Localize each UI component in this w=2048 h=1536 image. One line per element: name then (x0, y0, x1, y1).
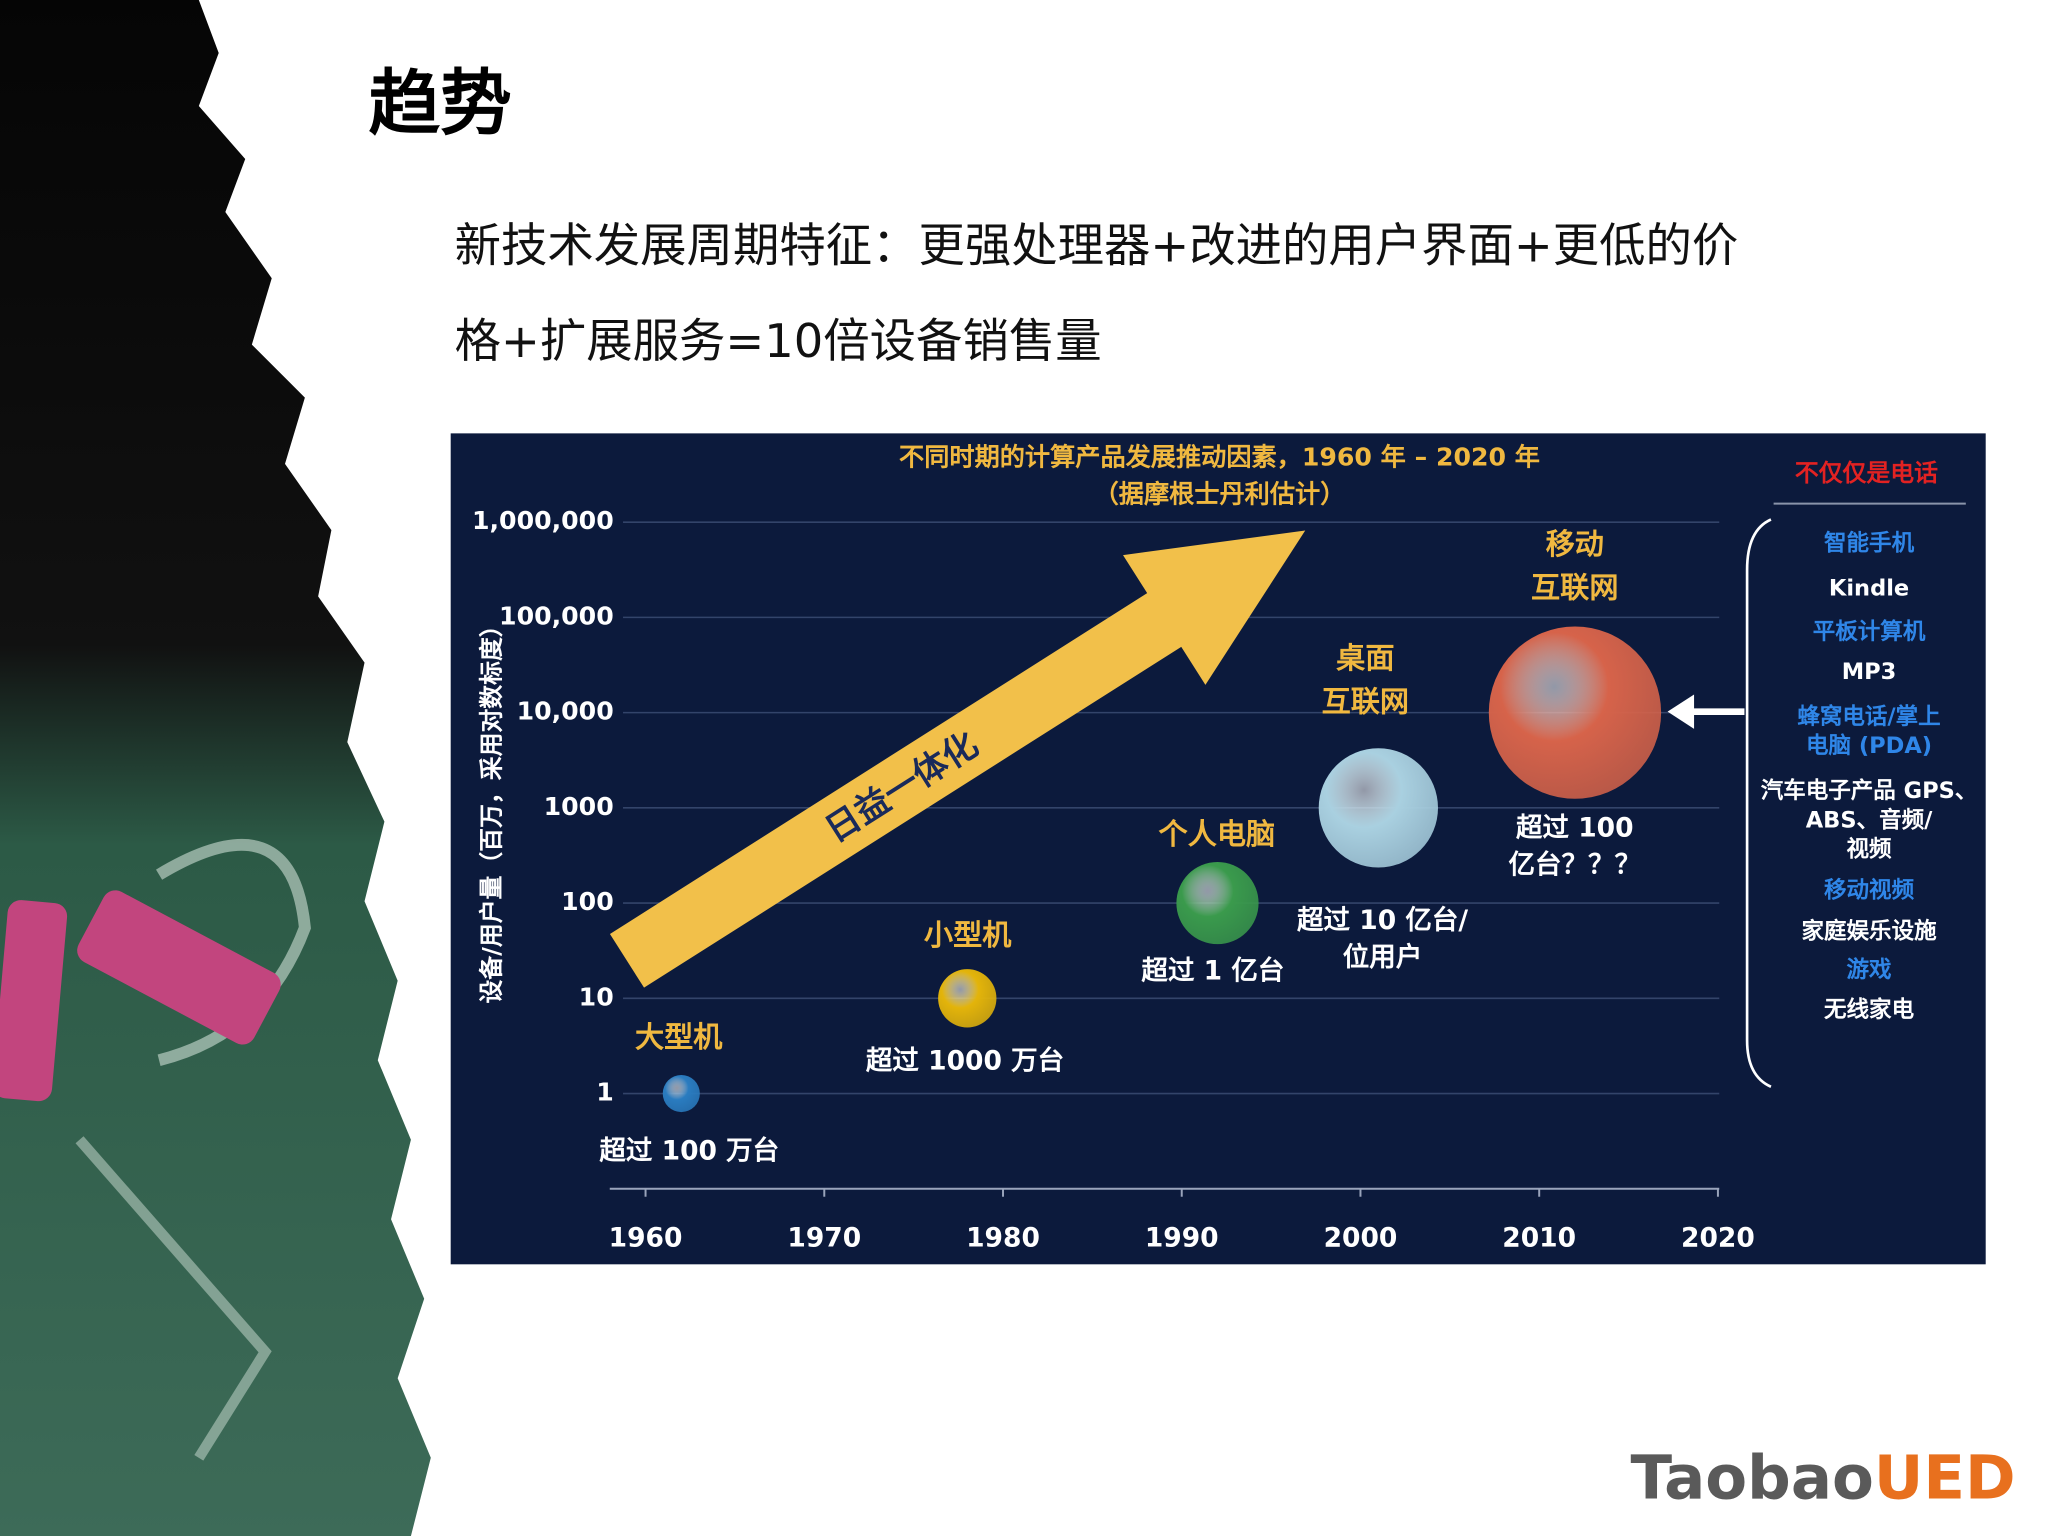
bubble-name: 小型机 (924, 918, 1012, 952)
bubble-annotation: 超过 100 万台 (599, 1135, 779, 1166)
slide-title: 趋势 (369, 62, 512, 145)
side-item: 游戏 (1847, 956, 1893, 983)
side-item: 家庭娱乐设施 (1801, 917, 1937, 944)
x-tick-label: 2010 (1502, 1223, 1576, 1254)
side-item-line: 视频 (1847, 835, 1893, 862)
bubble-name-line: 个人电脑 (1159, 817, 1276, 851)
bubble-annotation-line: 超过 1 亿台 (1141, 955, 1284, 986)
logo: TaobaoUED (1630, 1442, 2015, 1513)
side-item: 蜂窝电话/掌上电脑 (PDA) (1797, 702, 1940, 758)
side-item-line: 智能手机 (1824, 529, 1915, 556)
chalk-stroke (156, 838, 311, 1067)
bubble-annotation-line: 位用户 (1343, 942, 1423, 973)
bubble-annotation: 超过 1000 万台 (866, 1045, 1064, 1076)
chart-title: 不同时期的计算产品发展推动因素，1960 年 – 2020 年 (899, 443, 1540, 472)
side-item-line: MP3 (1842, 658, 1897, 684)
bubble-name-line: 大型机 (635, 1020, 723, 1054)
side-item-line: Kindle (1829, 575, 1909, 601)
x-tick-label: 1990 (1145, 1223, 1219, 1254)
bubble-annotation-line: 亿台？？？ (1509, 849, 1642, 880)
side-item: 平板计算机 (1813, 618, 1926, 645)
side-bracket (1745, 518, 1772, 1088)
bubble-annotation: 超过 10 亿台/位用户 (1297, 905, 1468, 973)
x-tick-label: 1980 (966, 1223, 1040, 1254)
bubble-annotation-line: 超过 100 万台 (599, 1135, 779, 1166)
bubble-name: 个人电脑 (1159, 817, 1276, 851)
chart-subtitle: （据摩根士丹利估计） (1094, 480, 1346, 509)
bubble-annotation: 超过 1 亿台 (1141, 955, 1284, 986)
bubble (1488, 626, 1662, 799)
x-tick-label: 1970 (787, 1223, 861, 1254)
y-axis-label: 设备/用户量（百万，采用对数标度） (478, 613, 506, 1003)
arrow-shape (609, 530, 1306, 988)
bubble-name: 桌面互联网 (1322, 641, 1409, 719)
side-arrow-head (1667, 694, 1695, 729)
bubble-annotation: 超过 100 亿台？？？ (1509, 812, 1642, 880)
chalk-piece (0, 900, 68, 1102)
x-tick-label: 2020 (1681, 1223, 1755, 1254)
bubble-name: 大型机 (635, 1020, 723, 1054)
logo-suffix: UED (1874, 1442, 2016, 1513)
chalk-piece (77, 890, 281, 1045)
x-tick-label: 2000 (1324, 1223, 1398, 1254)
chalk-stroke (75, 1136, 272, 1461)
side-item: Kindle (1829, 575, 1909, 601)
body-text: 格+扩展服务=10倍设备销售量 (455, 314, 1102, 368)
side-item-line: 游戏 (1847, 956, 1893, 983)
side-item-line: 电脑 (PDA) (1806, 732, 1932, 759)
side-item: 无线家电 (1824, 995, 1915, 1022)
y-tick-label: 100,000 (499, 601, 614, 630)
side-item-line: 平板计算机 (1813, 618, 1926, 645)
y-tick-label: 1000 (544, 792, 614, 821)
chalkboard (0, 0, 431, 1536)
side-item: 移动视频 (1824, 876, 1915, 903)
bubble (662, 1074, 700, 1113)
bubble (1176, 862, 1259, 945)
bubble-name-line: 移动 (1546, 527, 1604, 561)
logo-brand: Taobao (1630, 1442, 1873, 1513)
x-tick-label: 1960 (609, 1223, 683, 1254)
bubble-name-line: 桌面 (1336, 641, 1394, 675)
side-title: 不仅仅是电话 (1795, 459, 1938, 487)
bubble-annotation-line: 超过 1000 万台 (866, 1045, 1064, 1076)
bubble-name: 移动互联网 (1531, 527, 1618, 605)
y-tick-label: 1 (596, 1078, 614, 1107)
bubble (938, 969, 997, 1028)
bubble-annotation-line: 超过 10 亿台/ (1297, 905, 1468, 936)
bubble-annotation-line: 超过 100 (1516, 812, 1634, 843)
bubble-name-line: 小型机 (924, 918, 1012, 952)
side-item: 智能手机 (1824, 529, 1915, 556)
side-item: MP3 (1842, 658, 1897, 684)
y-tick-label: 100 (561, 887, 614, 916)
y-tick-label: 1,000,000 (472, 506, 614, 535)
y-tick-label: 10,000 (517, 697, 614, 726)
side-item-line: 蜂窝电话/掌上 (1797, 702, 1940, 729)
side-item: 汽车电子产品 GPS、 ABS、音频/视频 (1761, 777, 1978, 862)
y-tick-label: 10 (579, 982, 614, 1011)
side-item-line: 无线家电 (1824, 995, 1915, 1022)
side-item-line: 家庭娱乐设施 (1801, 917, 1937, 944)
bubble-name-line: 互联网 (1531, 571, 1618, 605)
side-item-line: 移动视频 (1824, 876, 1915, 903)
side-item-line: 汽车电子产品 GPS、 (1761, 777, 1978, 804)
side-item-line: ABS、音频/ (1806, 806, 1933, 833)
bubble-name-line: 互联网 (1322, 685, 1409, 719)
bubble (1318, 748, 1438, 868)
body-text: 新技术发展周期特征：更强处理器+改进的用户界面+更低的价 (455, 219, 1739, 273)
